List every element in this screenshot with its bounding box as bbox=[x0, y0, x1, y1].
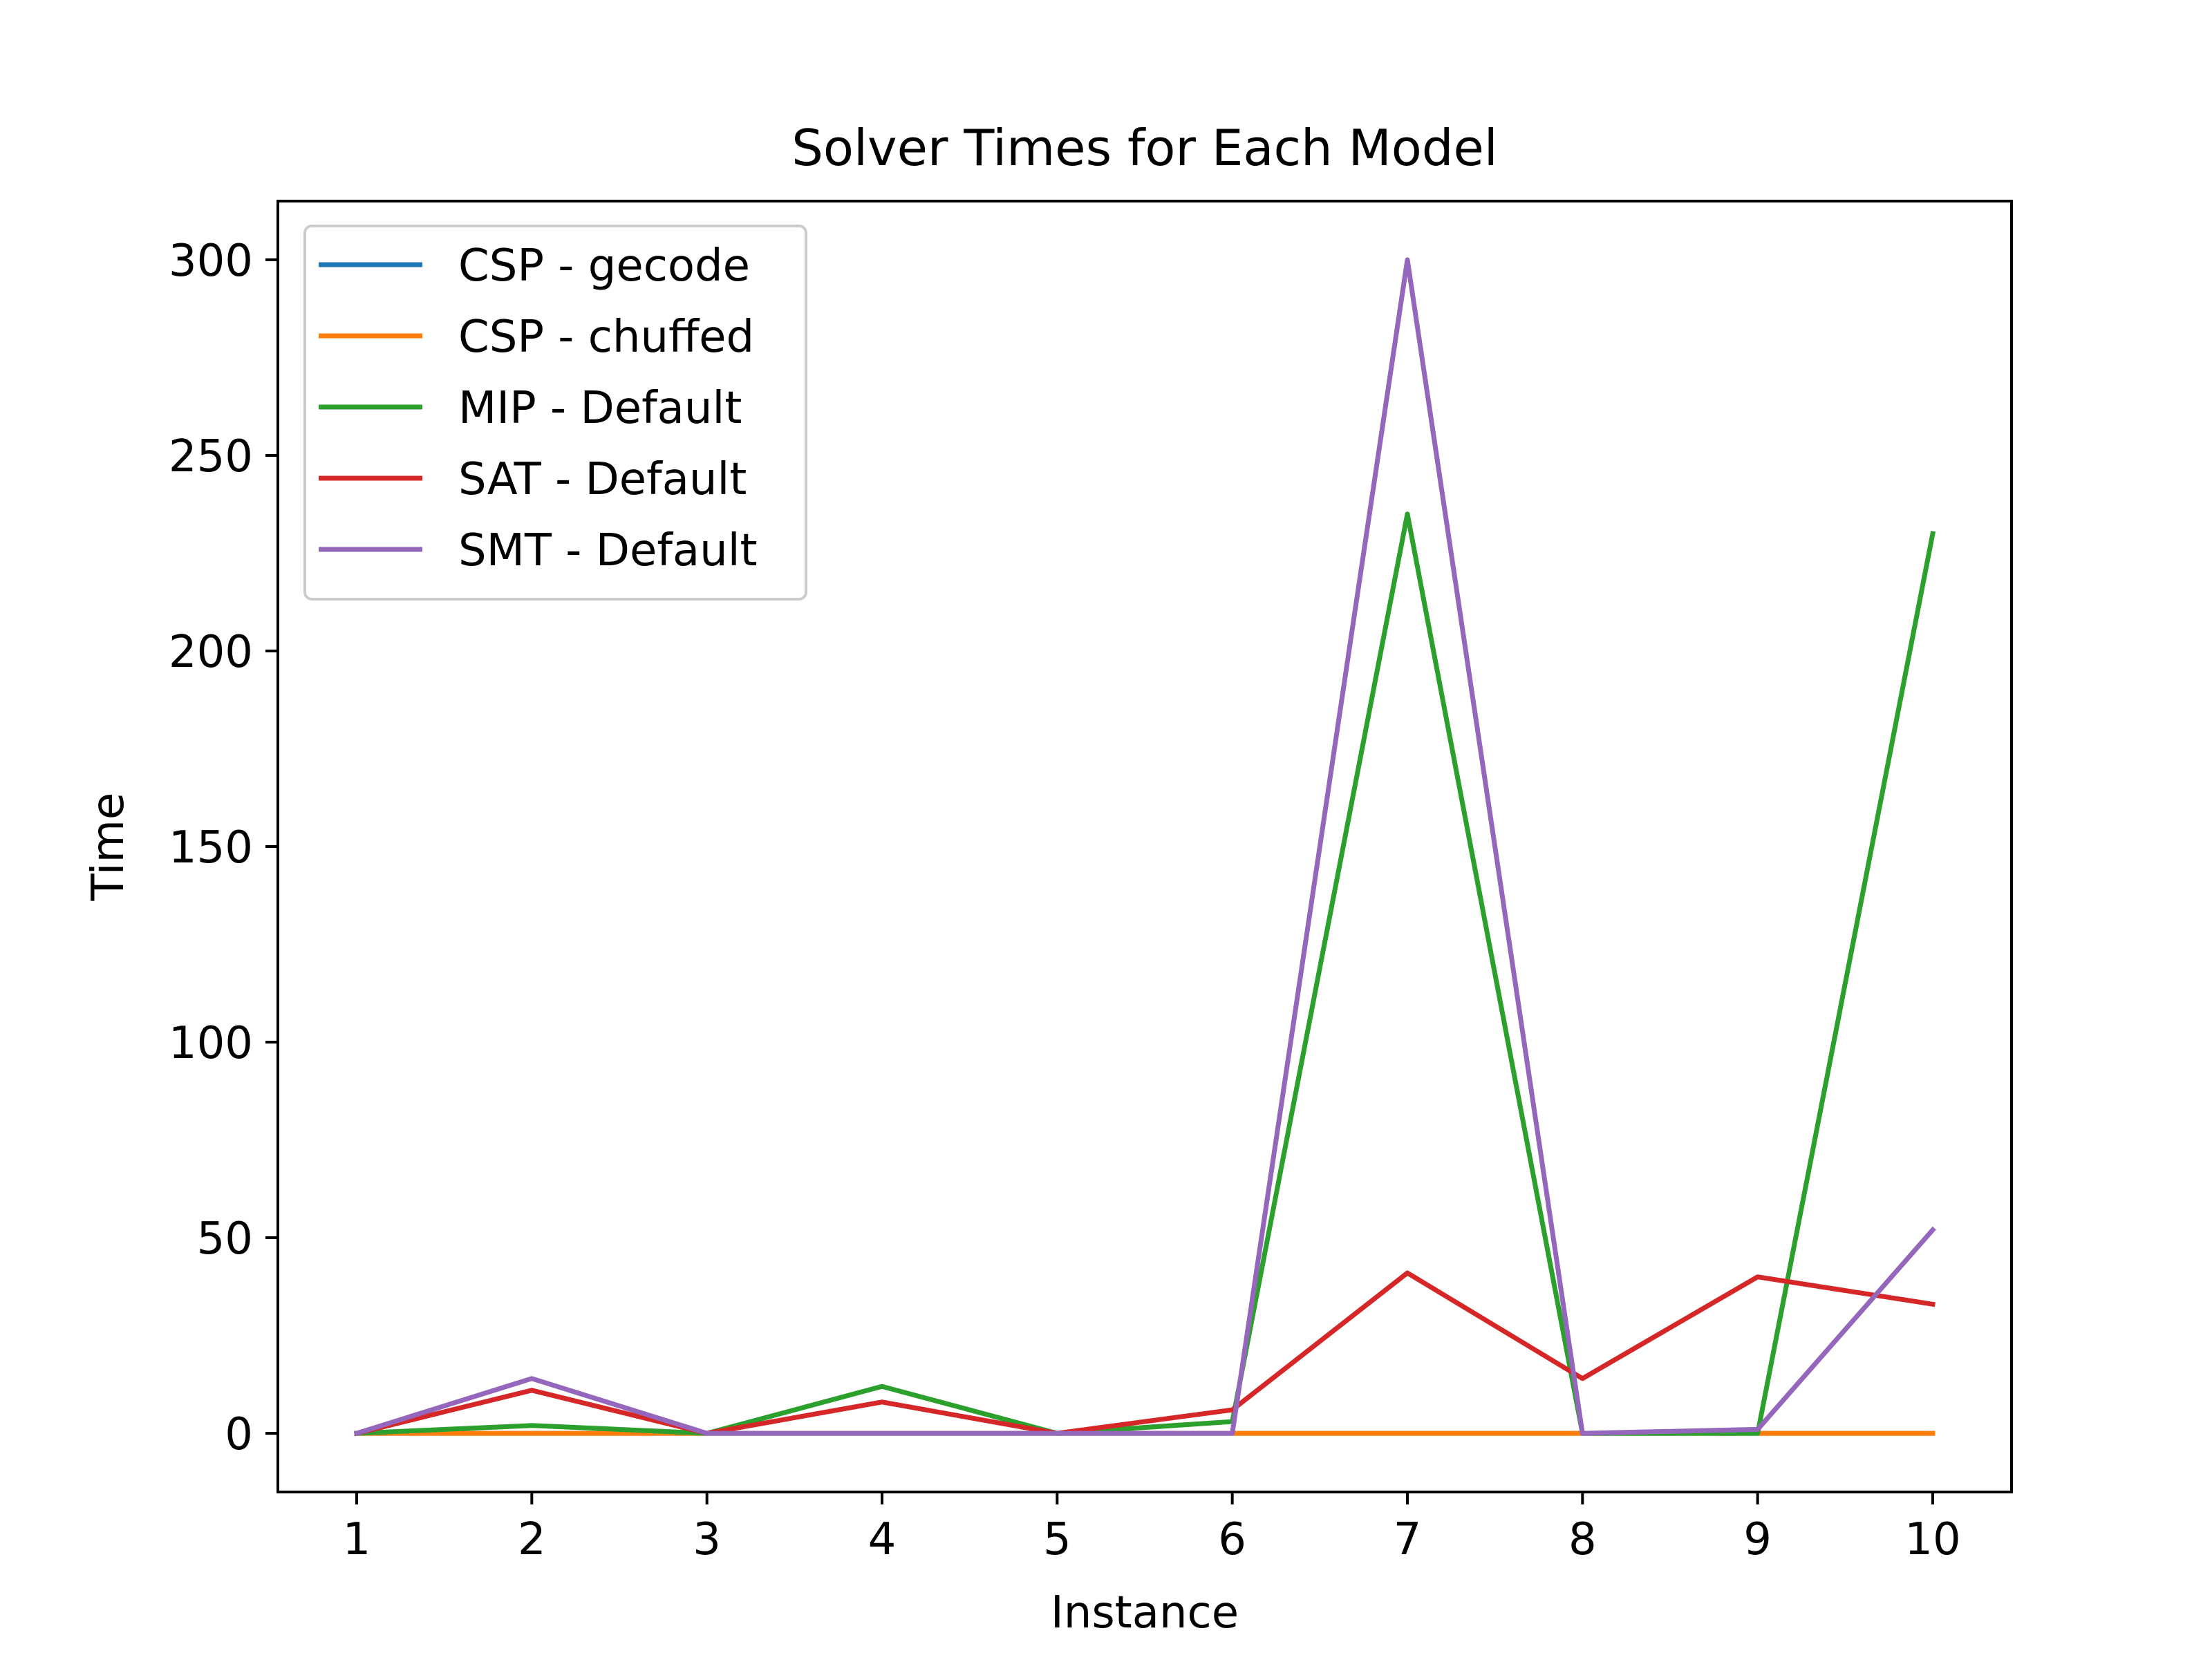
legend-label-3: MIP - Default bbox=[458, 383, 742, 434]
x-tick-label: 3 bbox=[693, 1514, 721, 1565]
y-tick-label: 0 bbox=[225, 1409, 253, 1460]
y-axis-label: Time bbox=[83, 793, 134, 902]
x-tick-label: 6 bbox=[1218, 1514, 1246, 1565]
legend-label-1: CSP - gecode bbox=[458, 240, 750, 292]
chart-title: Solver Times for Each Model bbox=[791, 119, 1498, 177]
legend: CSP - gecode CSP - chuffed MIP - Default SA… bbox=[303, 225, 807, 601]
series-lines bbox=[353, 257, 1936, 1437]
legend-label-4: SAT - Default bbox=[458, 454, 747, 505]
y-tick-label: 150 bbox=[169, 822, 253, 874]
y-tick-label: 50 bbox=[197, 1214, 253, 1265]
series-line-5 bbox=[353, 257, 1936, 1437]
legend-label-5: SMT - Default bbox=[458, 525, 758, 576]
legend-label-2: CSP - chuffed bbox=[458, 312, 754, 363]
x-tick-label: 1 bbox=[343, 1514, 371, 1565]
x-tick-label: 9 bbox=[1743, 1514, 1772, 1565]
x-tick-label: 10 bbox=[1904, 1514, 1960, 1565]
x-axis-label: Instance bbox=[1051, 1587, 1239, 1639]
y-tick-label: 200 bbox=[169, 627, 253, 678]
x-tick-label: 7 bbox=[1394, 1514, 1422, 1565]
y-tick-label: 300 bbox=[169, 236, 253, 287]
x-tick-label: 8 bbox=[1568, 1514, 1597, 1565]
y-tick-label: 100 bbox=[169, 1018, 253, 1069]
x-tick-label: 2 bbox=[518, 1514, 546, 1565]
y-tick-label: 250 bbox=[169, 431, 253, 482]
legend-box bbox=[303, 225, 807, 601]
x-tick-label: 5 bbox=[1043, 1514, 1071, 1565]
x-tick-label: 4 bbox=[868, 1514, 897, 1565]
series-line-4 bbox=[353, 1270, 1936, 1437]
